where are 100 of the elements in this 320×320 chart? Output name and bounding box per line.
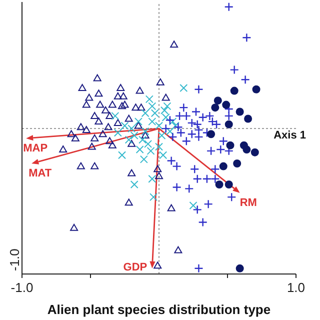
point bbox=[252, 85, 260, 94]
point bbox=[114, 92, 122, 100]
point bbox=[170, 40, 178, 48]
point bbox=[160, 106, 168, 114]
point bbox=[71, 134, 80, 142]
point bbox=[98, 130, 107, 138]
point bbox=[148, 174, 156, 183]
point bbox=[206, 146, 216, 156]
point bbox=[85, 94, 94, 101]
point bbox=[207, 130, 216, 138]
point bbox=[190, 164, 200, 174]
point bbox=[215, 180, 224, 188]
point bbox=[138, 136, 147, 144]
point bbox=[214, 96, 222, 105]
point bbox=[108, 100, 116, 108]
point bbox=[210, 174, 220, 184]
point bbox=[224, 120, 233, 128]
point bbox=[134, 122, 142, 129]
point bbox=[104, 123, 112, 130]
point bbox=[236, 108, 244, 116]
point bbox=[163, 102, 172, 110]
point bbox=[155, 122, 163, 130]
point bbox=[114, 128, 122, 137]
point bbox=[198, 112, 208, 122]
point bbox=[240, 74, 250, 84]
point bbox=[211, 104, 220, 112]
point bbox=[114, 118, 122, 126]
point bbox=[67, 130, 76, 138]
point bbox=[130, 180, 138, 188]
point bbox=[168, 132, 178, 142]
point bbox=[230, 65, 239, 74]
point bbox=[124, 114, 133, 122]
point bbox=[148, 118, 156, 126]
point bbox=[136, 86, 144, 94]
point bbox=[116, 84, 125, 91]
point bbox=[230, 86, 238, 95]
point bbox=[172, 182, 182, 192]
point bbox=[224, 180, 233, 188]
point bbox=[96, 100, 104, 108]
point bbox=[158, 132, 166, 140]
point bbox=[134, 118, 142, 126]
point bbox=[82, 100, 90, 108]
point bbox=[154, 262, 162, 269]
point bbox=[204, 199, 213, 209]
x-axis-title: Alien plant species distribution type bbox=[47, 302, 271, 317]
point bbox=[165, 116, 175, 125]
point bbox=[124, 198, 133, 206]
point bbox=[140, 155, 148, 164]
point bbox=[162, 113, 170, 122]
point bbox=[90, 112, 99, 119]
point bbox=[150, 193, 158, 202]
point bbox=[216, 144, 226, 154]
point bbox=[118, 102, 126, 110]
point bbox=[156, 78, 164, 86]
point bbox=[94, 118, 103, 125]
point bbox=[145, 95, 154, 104]
point bbox=[137, 104, 146, 111]
point bbox=[155, 142, 163, 151]
point bbox=[182, 136, 191, 146]
point bbox=[94, 90, 103, 97]
point bbox=[224, 111, 234, 121]
point bbox=[111, 112, 120, 120]
point bbox=[179, 102, 188, 112]
point bbox=[250, 148, 259, 156]
annotation: GDP bbox=[123, 261, 148, 274]
annotation: MAP bbox=[23, 142, 48, 154]
point bbox=[227, 192, 236, 202]
point bbox=[182, 111, 191, 121]
point bbox=[236, 264, 244, 272]
point bbox=[242, 146, 251, 154]
point bbox=[90, 134, 99, 142]
point bbox=[90, 162, 99, 170]
point bbox=[146, 146, 155, 155]
point bbox=[78, 84, 86, 91]
point bbox=[192, 205, 202, 214]
point bbox=[219, 162, 228, 170]
point bbox=[180, 84, 188, 92]
point bbox=[222, 100, 230, 109]
point bbox=[242, 33, 252, 42]
point bbox=[108, 141, 116, 148]
point bbox=[210, 164, 220, 174]
point bbox=[168, 118, 177, 126]
point bbox=[119, 92, 128, 100]
point bbox=[141, 127, 150, 136]
point bbox=[192, 174, 202, 184]
point bbox=[106, 112, 114, 119]
point bbox=[128, 169, 136, 176]
ref-line-label: Axis 1 bbox=[274, 130, 306, 142]
point bbox=[118, 151, 126, 160]
point bbox=[174, 246, 182, 254]
point bbox=[59, 146, 68, 153]
point bbox=[141, 132, 150, 139]
point bbox=[202, 174, 212, 184]
point bbox=[130, 132, 138, 140]
point bbox=[148, 102, 156, 110]
point bbox=[167, 204, 176, 212]
point bbox=[184, 184, 194, 194]
point bbox=[106, 137, 114, 144]
annotation: MAT bbox=[28, 168, 52, 180]
point bbox=[155, 172, 163, 180]
